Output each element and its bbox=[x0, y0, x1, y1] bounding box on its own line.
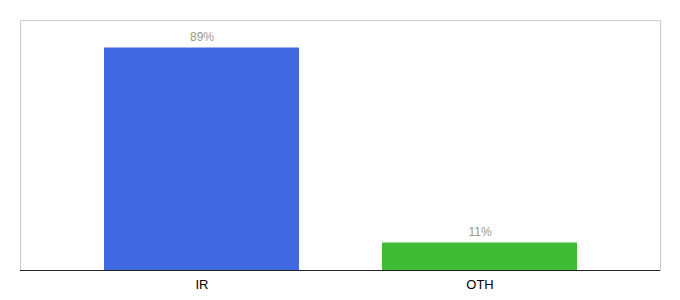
svg-text:OTH: OTH bbox=[466, 277, 493, 292]
svg-text:IR: IR bbox=[196, 277, 209, 292]
svg-text:11%: 11% bbox=[468, 225, 491, 239]
svg-text:89%: 89% bbox=[190, 30, 214, 44]
